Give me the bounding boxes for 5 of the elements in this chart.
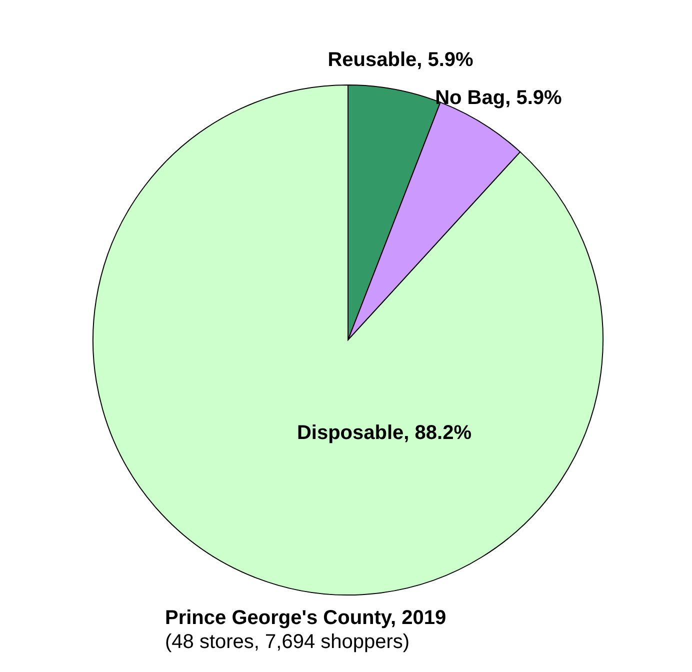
slice-label: Reusable, 5.9% bbox=[328, 48, 474, 71]
text: Prince George's County, 2019 bbox=[165, 607, 446, 629]
slice-label: Disposable, 88.2% bbox=[296, 422, 472, 444]
text: (48 stores, 7,694 shoppers) bbox=[165, 631, 410, 653]
slice-label: No Bag, 5.9% bbox=[435, 86, 562, 109]
